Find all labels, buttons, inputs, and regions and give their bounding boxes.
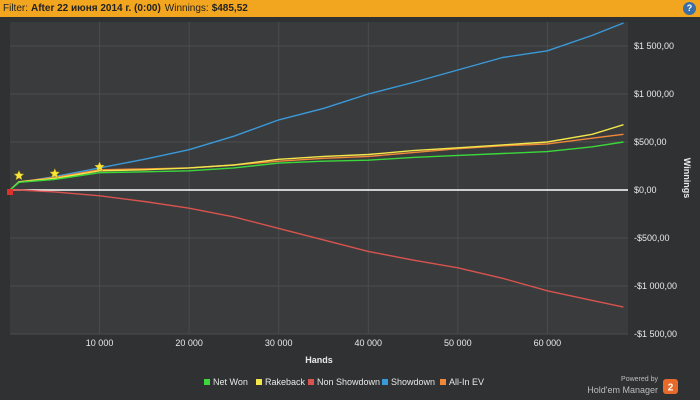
star-marker <box>13 169 25 181</box>
x-tick-label: 60 000 <box>534 338 562 348</box>
legend-label: All-In EV <box>449 377 484 387</box>
filter-value[interactable]: After 22 июня 2014 г. (0:00) <box>31 3 161 14</box>
legend-label: Net Won <box>213 377 248 387</box>
legend-swatch <box>204 379 210 385</box>
y-tick-label: -$500,00 <box>634 233 670 243</box>
filter-bar: Filter: After 22 июня 2014 г. (0:00) Win… <box>0 0 700 17</box>
series-line-showdown <box>9 22 624 191</box>
y-tick-label: $500,00 <box>634 137 667 147</box>
start-marker <box>7 189 13 195</box>
legend-swatch <box>308 379 314 385</box>
logo-badge <box>663 379 678 394</box>
branding: Powered by Hold'em Manager 2 <box>587 376 678 395</box>
star-marker <box>49 168 61 179</box>
series-line-all-in-ev <box>9 133 624 191</box>
x-axis: 10 000 20 000 30 000 40 000 50 000 60 000 <box>86 338 561 348</box>
x-tick-label: 30 000 <box>265 338 293 348</box>
legend-swatch <box>256 379 262 385</box>
legend-swatch <box>440 379 446 385</box>
winnings-chart: $1 500,00 $1 000,00 $500,00 $0,00 -$500,00 -$… <box>7 22 692 395</box>
y-tick-label: -$1 500,00 <box>634 329 677 339</box>
y-tick-label: $0,00 <box>634 185 657 195</box>
legend-label: Showdown <box>391 377 435 387</box>
y-axis-title: Winnings <box>682 158 692 198</box>
legend-label: Non Showdown <box>317 377 380 387</box>
help-icon[interactable]: ? <box>683 2 696 15</box>
legend: Net Won Rakeback Non Showdown Showdown All-I… <box>204 377 484 387</box>
legend-label: Rakeback <box>265 377 306 387</box>
series-line-net-won <box>9 141 624 191</box>
plot-background <box>10 22 628 334</box>
y-axis: $1 500,00 $1 000,00 $500,00 $0,00 -$500,00 -$… <box>634 41 677 339</box>
grid <box>10 22 628 335</box>
logo-number: 2 <box>668 383 674 394</box>
x-tick-label: 20 000 <box>175 338 203 348</box>
x-tick-label: 40 000 <box>354 338 382 348</box>
winnings-value: $485,52 <box>211 3 248 14</box>
x-tick-label: 10 000 <box>86 338 114 348</box>
product-name: Hold'em Manager <box>587 385 658 395</box>
event-markers <box>7 161 105 195</box>
winnings-label: Winnings: <box>164 3 209 14</box>
filter-label: Filter: <box>3 3 28 14</box>
x-tick-label: 50 000 <box>444 338 472 348</box>
series-lines <box>9 22 624 308</box>
y-tick-label: $1 500,00 <box>634 41 674 51</box>
series-line-non-showdown <box>10 189 624 308</box>
powered-by-text: Powered by <box>621 376 658 383</box>
star-marker <box>94 161 105 172</box>
legend-swatch <box>382 379 388 385</box>
y-tick-label: $1 000,00 <box>634 89 674 99</box>
series-line-rakeback <box>9 124 624 191</box>
y-tick-label: -$1 000,00 <box>634 281 677 291</box>
x-axis-title: Hands <box>305 355 333 365</box>
